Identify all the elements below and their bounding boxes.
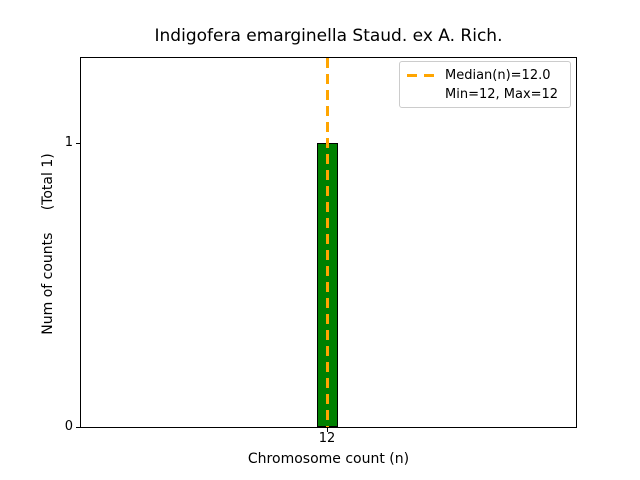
legend: Median(n)=12.0 Min=12, Max=12 [399, 61, 571, 108]
legend-row-median: Median(n)=12.0 [407, 66, 564, 85]
y-tick-mark-0 [76, 426, 80, 428]
x-axis-label: Chromosome count (n) [247, 451, 410, 467]
x-tick-mark-12 [326, 428, 328, 432]
legend-label-minmax: Min=12, Max=12 [445, 87, 559, 102]
median-line-sample-icon [407, 74, 434, 77]
plot-area: Median(n)=12.0 Min=12, Max=12 [80, 57, 577, 428]
chart-title: Indigofera emarginella Staud. ex A. Rich… [154, 26, 503, 46]
y-axis-label: Num of counts (Total 1) [40, 153, 56, 335]
x-tick-label-12: 12 [318, 431, 336, 446]
y-tick-mark-1 [76, 142, 80, 144]
y-tick-label-1: 1 [64, 135, 73, 150]
median-dashed-line [326, 58, 329, 427]
y-tick-label-0: 0 [64, 419, 73, 434]
legend-label-median: Median(n)=12.0 [445, 68, 551, 83]
legend-row-minmax: Min=12, Max=12 [407, 85, 564, 104]
